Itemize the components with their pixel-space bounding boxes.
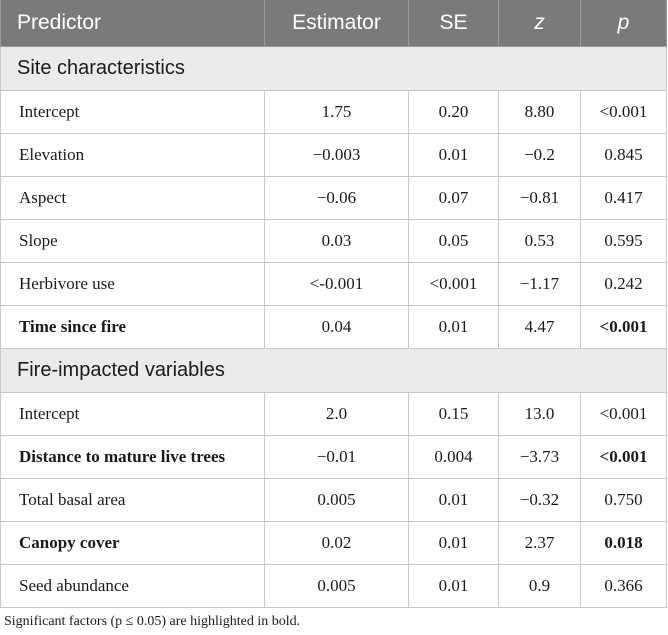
cell-z: −0.32 xyxy=(498,478,581,522)
cell-p: 0.750 xyxy=(580,478,667,522)
cell-p: <0.001 xyxy=(580,392,667,436)
header-estimator: Estimator xyxy=(264,0,409,47)
table-body: Site characteristics Intercept 1.75 0.20 8.8… xyxy=(0,46,667,608)
cell-estimator: 2.0 xyxy=(264,392,409,436)
cell-z: 0.53 xyxy=(498,219,581,263)
cell-z: 0.9 xyxy=(498,564,581,608)
cell-p: <0.001 xyxy=(580,305,667,349)
cell-p: 0.417 xyxy=(580,176,667,220)
table-footnote: Significant factors (p ≤ 0.05) are highl… xyxy=(4,614,301,629)
cell-predictor: Slope xyxy=(0,219,265,263)
cell-predictor: Total basal area xyxy=(0,478,265,522)
regression-table: Predictor Estimator SE z p Site characte… xyxy=(0,0,667,608)
header-z: z xyxy=(498,0,581,47)
cell-predictor: Intercept xyxy=(0,392,265,436)
header-p: p xyxy=(580,0,667,47)
cell-se: 0.01 xyxy=(408,521,499,565)
cell-estimator: <-0.001 xyxy=(264,262,409,306)
cell-z: −3.73 xyxy=(498,435,581,479)
section-row: Site characteristics xyxy=(0,46,667,91)
header-row: Predictor Estimator SE z p xyxy=(0,0,667,47)
cell-estimator: −0.003 xyxy=(264,133,409,177)
cell-z: −1.17 xyxy=(498,262,581,306)
cell-estimator: 0.03 xyxy=(264,219,409,263)
cell-se: 0.20 xyxy=(408,90,499,134)
table-row: Herbivore use <-0.001 <0.001 −1.17 0.242 xyxy=(0,262,667,306)
cell-p: 0.242 xyxy=(580,262,667,306)
cell-predictor: Time since fire xyxy=(0,305,265,349)
cell-p: 0.845 xyxy=(580,133,667,177)
cell-p: <0.001 xyxy=(580,435,667,479)
cell-predictor: Seed abundance xyxy=(0,564,265,608)
cell-estimator: −0.01 xyxy=(264,435,409,479)
cell-predictor: Intercept xyxy=(0,90,265,134)
cell-se: 0.01 xyxy=(408,133,499,177)
cell-estimator: 0.04 xyxy=(264,305,409,349)
cell-estimator: 0.02 xyxy=(264,521,409,565)
cell-z: 8.80 xyxy=(498,90,581,134)
cell-p: 0.366 xyxy=(580,564,667,608)
cell-z: 2.37 xyxy=(498,521,581,565)
table-row: Distance to mature live trees −0.01 0.004−… xyxy=(0,435,667,479)
table-row: Aspect −0.06 0.07 −0.81 0.417 xyxy=(0,176,667,220)
cell-se: 0.01 xyxy=(408,564,499,608)
table-row: Slope 0.03 0.05 0.53 0.595 xyxy=(0,219,667,263)
section-title: Site characteristics xyxy=(0,46,667,91)
header-predictor: Predictor xyxy=(0,0,265,47)
cell-se: 0.004 xyxy=(408,435,499,479)
header-se: SE xyxy=(408,0,499,47)
cell-se: <0.001 xyxy=(408,262,499,306)
section-title: Fire-impacted variables xyxy=(0,348,667,393)
cell-p: 0.018 xyxy=(580,521,667,565)
table-row: Elevation −0.003 0.01 −0.2 0.845 xyxy=(0,133,667,177)
cell-se: 0.01 xyxy=(408,305,499,349)
table-row: Canopy cover 0.02 0.01 2.37 0.018 xyxy=(0,521,667,565)
cell-z: 13.0 xyxy=(498,392,581,436)
table-row: Time since fire 0.04 0.01 4.47 <0.001 xyxy=(0,305,667,349)
cell-predictor: Elevation xyxy=(0,133,265,177)
cell-p: 0.595 xyxy=(580,219,667,263)
section-row: Fire-impacted variables xyxy=(0,348,667,393)
cell-estimator: −0.06 xyxy=(264,176,409,220)
table-row: Intercept 2.0 0.15 13.0 <0.001 xyxy=(0,392,667,436)
cell-predictor: Herbivore use xyxy=(0,262,265,306)
cell-predictor: Distance to mature live trees xyxy=(0,435,265,479)
cell-predictor: Canopy cover xyxy=(0,521,265,565)
table-row: Seed abundance 0.005 0.01 0.9 0.366 xyxy=(0,564,667,608)
cell-z: 4.47 xyxy=(498,305,581,349)
cell-se: 0.01 xyxy=(408,478,499,522)
cell-estimator: 0.005 xyxy=(264,478,409,522)
cell-p: <0.001 xyxy=(580,90,667,134)
cell-estimator: 1.75 xyxy=(264,90,409,134)
cell-estimator: 0.005 xyxy=(264,564,409,608)
cell-se: 0.05 xyxy=(408,219,499,263)
cell-z: −0.2 xyxy=(498,133,581,177)
cell-z: −0.81 xyxy=(498,176,581,220)
cell-se: 0.15 xyxy=(408,392,499,436)
cell-se: 0.07 xyxy=(408,176,499,220)
table-row: Intercept 1.75 0.20 8.80 <0.001 xyxy=(0,90,667,134)
cell-predictor: Aspect xyxy=(0,176,265,220)
table-row: Total basal area 0.005 0.01 −0.32 0.750 xyxy=(0,478,667,522)
